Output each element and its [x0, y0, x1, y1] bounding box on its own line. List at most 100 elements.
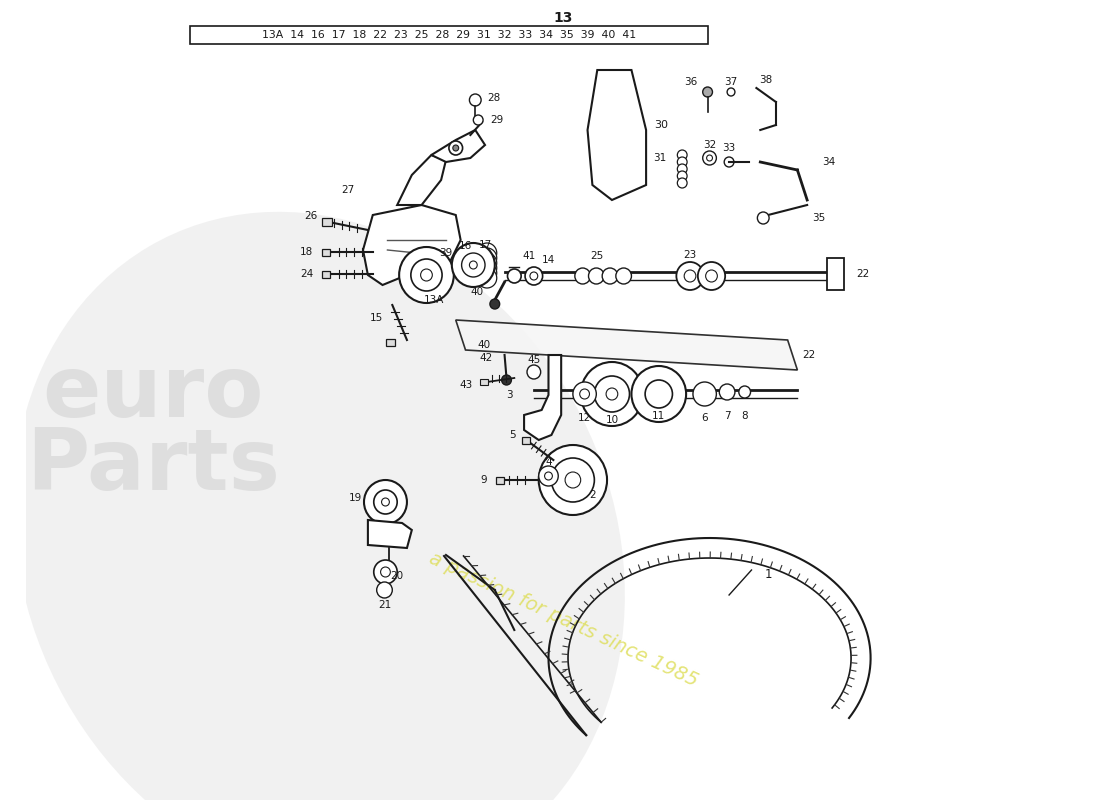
Text: 25: 25 — [591, 251, 604, 261]
Text: 24: 24 — [300, 269, 313, 279]
Circle shape — [588, 268, 604, 284]
Circle shape — [453, 145, 459, 151]
Text: 20: 20 — [390, 571, 404, 581]
Text: 13: 13 — [553, 11, 573, 25]
Circle shape — [477, 253, 497, 273]
Polygon shape — [367, 520, 411, 548]
Text: 5: 5 — [509, 430, 516, 440]
Bar — [190, 26, 707, 44]
Circle shape — [727, 88, 735, 96]
Circle shape — [703, 87, 713, 97]
Text: 8: 8 — [741, 411, 748, 421]
Circle shape — [385, 563, 394, 571]
Bar — [322, 218, 332, 226]
Text: 30: 30 — [653, 120, 668, 130]
Circle shape — [724, 157, 734, 167]
Circle shape — [410, 259, 442, 291]
Circle shape — [490, 299, 499, 309]
Text: 40: 40 — [470, 287, 483, 297]
Text: 22: 22 — [856, 269, 869, 279]
Circle shape — [719, 384, 735, 400]
Text: 15: 15 — [371, 313, 384, 323]
Text: 4: 4 — [546, 457, 552, 467]
Text: 12: 12 — [578, 413, 591, 423]
Text: 2: 2 — [590, 490, 596, 500]
Circle shape — [575, 268, 591, 284]
Text: 36: 36 — [684, 77, 697, 87]
Circle shape — [381, 567, 390, 577]
Polygon shape — [397, 155, 446, 205]
Text: 14: 14 — [542, 255, 556, 265]
Circle shape — [477, 263, 497, 283]
Text: 16: 16 — [459, 241, 472, 251]
Text: 37: 37 — [725, 77, 738, 87]
Circle shape — [502, 375, 512, 385]
Text: 18: 18 — [300, 247, 313, 257]
Bar — [481, 379, 488, 385]
Text: 9: 9 — [481, 475, 487, 485]
Bar — [321, 270, 330, 278]
Circle shape — [594, 376, 629, 412]
Circle shape — [678, 178, 688, 188]
Text: 28: 28 — [487, 93, 500, 103]
Text: 29: 29 — [490, 115, 503, 125]
Circle shape — [477, 243, 497, 263]
Circle shape — [684, 270, 696, 282]
Circle shape — [449, 141, 463, 155]
Bar — [321, 249, 330, 255]
Ellipse shape — [13, 212, 625, 800]
Text: 13A  14  16  17  18  22  23  25  28  29  31  32  33  34  35  39  40  41: 13A 14 16 17 18 22 23 25 28 29 31 32 33 … — [262, 30, 636, 40]
Circle shape — [382, 498, 389, 506]
Circle shape — [470, 261, 477, 269]
Text: 17: 17 — [478, 240, 492, 250]
Text: 42: 42 — [480, 353, 493, 363]
Text: 19: 19 — [349, 493, 362, 503]
Circle shape — [364, 480, 407, 524]
Circle shape — [374, 560, 397, 584]
Text: 26: 26 — [304, 211, 317, 221]
Text: 22: 22 — [802, 350, 815, 360]
Text: 34: 34 — [822, 157, 835, 167]
Circle shape — [678, 171, 688, 181]
Circle shape — [739, 386, 750, 398]
Text: 6: 6 — [702, 413, 708, 423]
Circle shape — [399, 247, 454, 303]
Polygon shape — [455, 320, 798, 370]
Circle shape — [581, 362, 644, 426]
Text: 3: 3 — [506, 390, 513, 400]
Circle shape — [507, 269, 521, 283]
Circle shape — [539, 466, 558, 486]
Circle shape — [678, 164, 688, 174]
Text: 11: 11 — [652, 411, 666, 421]
Circle shape — [580, 389, 590, 399]
Bar — [521, 437, 530, 443]
Circle shape — [645, 380, 672, 408]
Circle shape — [551, 458, 594, 502]
Circle shape — [573, 382, 596, 406]
Circle shape — [705, 270, 717, 282]
Circle shape — [477, 258, 497, 278]
Text: 31: 31 — [653, 153, 667, 163]
Circle shape — [470, 94, 481, 106]
Bar — [496, 477, 504, 483]
Circle shape — [706, 155, 713, 161]
Bar — [386, 338, 395, 346]
Circle shape — [678, 150, 688, 160]
Text: 38: 38 — [759, 75, 773, 85]
Circle shape — [473, 115, 483, 125]
Polygon shape — [431, 130, 485, 162]
Circle shape — [527, 365, 541, 379]
Text: 35: 35 — [812, 213, 825, 223]
Circle shape — [420, 269, 432, 281]
Polygon shape — [587, 70, 646, 200]
Circle shape — [452, 243, 495, 287]
Circle shape — [477, 248, 497, 268]
Text: 7: 7 — [724, 411, 730, 421]
Text: 41: 41 — [522, 251, 536, 261]
Text: a passion for parts since 1985: a passion for parts since 1985 — [426, 549, 701, 691]
Circle shape — [539, 445, 607, 515]
Circle shape — [703, 151, 716, 165]
Text: 33: 33 — [723, 143, 736, 153]
Circle shape — [693, 382, 716, 406]
Text: 32: 32 — [703, 140, 716, 150]
